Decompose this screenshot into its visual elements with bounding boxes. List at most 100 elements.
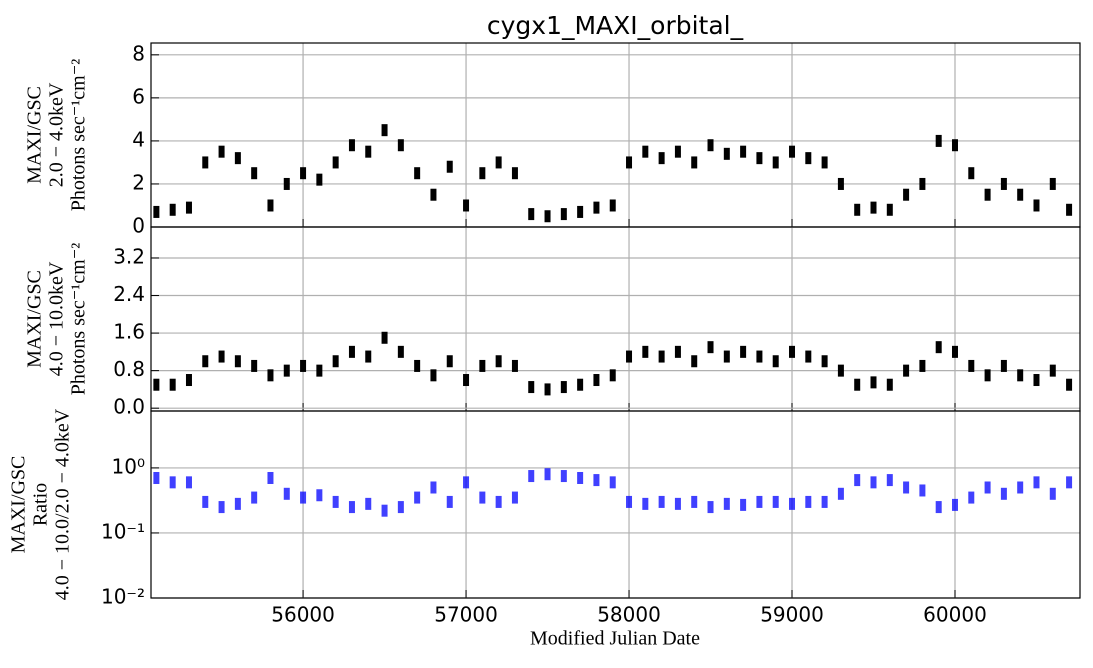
data-point [169,378,176,391]
data-point [1000,177,1007,190]
data-point [626,156,633,169]
data-point [1033,374,1040,387]
data-point [593,374,600,387]
data-point [1000,487,1007,500]
data-point [854,474,861,487]
data-point [365,350,372,363]
data-point [805,152,812,165]
data-point [185,201,192,214]
data-point [1017,481,1024,494]
data-point [984,369,991,382]
data-point [218,350,225,363]
data-point [267,471,274,484]
data-point [577,471,584,484]
data-point [789,345,796,358]
data-point [234,497,241,510]
data-point [430,481,437,494]
data-point [283,487,290,500]
data-point [789,497,796,510]
data-point [202,495,209,508]
data-point [528,208,535,221]
data-point [609,199,616,212]
data-point [674,497,681,510]
data-point [348,345,355,358]
data-point [1017,369,1024,382]
data-point [1049,177,1056,190]
y-axis-label-line: Photons sec⁻¹cm⁻² [68,59,90,212]
data-point [544,468,551,481]
y-tick-label: 3.2 [113,244,145,268]
data-point [397,501,404,514]
y-tick-label: 6 [132,84,145,108]
data-point [414,359,421,372]
data-point [348,139,355,152]
data-point [854,203,861,216]
data-point [1066,378,1073,391]
data-point [805,350,812,363]
x-tick-label: 59000 [760,603,824,627]
data-point [984,481,991,494]
data-point [300,491,307,504]
data-point [903,481,910,494]
data-point [381,331,388,344]
data-point [968,491,975,504]
data-point [218,145,225,158]
data-point [316,173,323,186]
data-point [886,474,893,487]
data-point [560,381,567,394]
data-point [560,208,567,221]
data-point [723,147,730,160]
data-point [772,156,779,169]
data-point [837,177,844,190]
data-point [935,501,942,514]
y-axis-label-line: MAXI/GSC [24,270,46,368]
data-point [707,139,714,152]
data-point [365,145,372,158]
data-point [577,378,584,391]
data-point [821,156,828,169]
data-point [365,497,372,510]
data-point [919,359,926,372]
data-point [805,495,812,508]
data-point [463,476,470,489]
data-point [560,470,567,483]
y-axis-label: MAXI/GSC 4.0 − 10.0keV Photons sec⁻¹cm⁻² [24,243,90,396]
data-point [772,355,779,368]
y-axis-label-line: Ratio [30,483,52,526]
data-point [267,199,274,212]
data-point [316,489,323,502]
data-point [169,476,176,489]
data-point [609,369,616,382]
data-point [837,487,844,500]
data-point [414,491,421,504]
data-point [707,341,714,354]
x-tick-label: 58000 [597,603,661,627]
data-point [446,355,453,368]
data-point [185,476,192,489]
data-point [528,381,535,394]
data-point [903,364,910,377]
data-point [234,355,241,368]
data-point [381,124,388,137]
data-point [544,383,551,396]
y-tick-label: 0 [132,214,145,238]
data-point [919,484,926,497]
data-point [1049,364,1056,377]
data-point [1066,476,1073,489]
data-point [642,497,649,510]
data-point [414,167,421,180]
data-point [968,359,975,372]
y-axis-label-line: 2.0 − 4.0keV [46,82,68,187]
plot-frame [150,410,1081,599]
data-point [951,139,958,152]
data-point [886,203,893,216]
data-point [821,355,828,368]
data-point [577,205,584,218]
data-point [593,201,600,214]
data-point [332,156,339,169]
data-point [821,495,828,508]
data-point [511,491,518,504]
data-point [691,355,698,368]
y-tick-label: 10⁰ [112,454,145,478]
data-point [218,501,225,514]
